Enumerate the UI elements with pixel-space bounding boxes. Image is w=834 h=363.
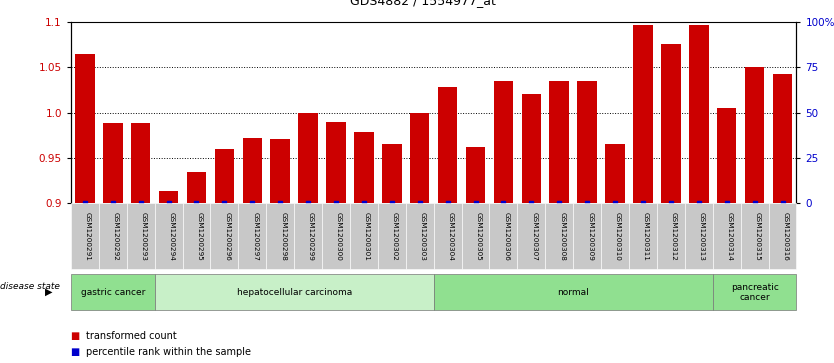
Text: hepatocellular carcinoma: hepatocellular carcinoma xyxy=(237,288,352,297)
Bar xyxy=(410,113,430,203)
Bar xyxy=(633,25,653,203)
Text: ■: ■ xyxy=(71,347,83,357)
Text: gastric cancer: gastric cancer xyxy=(81,288,145,297)
Text: GSM1200309: GSM1200309 xyxy=(587,212,593,260)
Text: GSM1200315: GSM1200315 xyxy=(755,212,761,260)
Bar xyxy=(158,191,178,203)
Text: GSM1200296: GSM1200296 xyxy=(224,212,230,260)
Text: GSM1200292: GSM1200292 xyxy=(113,212,118,260)
Bar xyxy=(103,123,123,203)
Bar xyxy=(689,25,709,203)
Text: GSM1200313: GSM1200313 xyxy=(699,212,705,260)
Text: GDS4882 / 1554977_at: GDS4882 / 1554977_at xyxy=(350,0,496,7)
Text: normal: normal xyxy=(557,288,589,297)
Bar xyxy=(605,144,625,203)
Text: GSM1200310: GSM1200310 xyxy=(615,212,621,260)
Text: GSM1200307: GSM1200307 xyxy=(531,212,537,260)
Text: GSM1200293: GSM1200293 xyxy=(141,212,147,260)
Text: GSM1200314: GSM1200314 xyxy=(726,212,733,260)
Text: pancreatic
cancer: pancreatic cancer xyxy=(731,282,779,302)
Bar xyxy=(745,67,765,203)
Bar xyxy=(131,123,150,203)
Text: GSM1200311: GSM1200311 xyxy=(643,212,649,260)
Bar xyxy=(326,122,346,203)
Bar xyxy=(465,147,485,203)
Text: GSM1200301: GSM1200301 xyxy=(364,212,370,260)
Text: GSM1200297: GSM1200297 xyxy=(252,212,259,260)
Text: GSM1200303: GSM1200303 xyxy=(420,212,425,260)
Bar xyxy=(550,81,569,203)
Text: ■: ■ xyxy=(71,331,83,341)
Text: disease state: disease state xyxy=(0,282,60,291)
Bar xyxy=(438,87,457,203)
Bar xyxy=(521,94,541,203)
Bar xyxy=(661,44,681,203)
Text: GSM1200304: GSM1200304 xyxy=(448,212,454,260)
Bar xyxy=(75,54,94,203)
Text: GSM1200302: GSM1200302 xyxy=(392,212,398,260)
Bar xyxy=(354,132,374,203)
Text: GSM1200299: GSM1200299 xyxy=(308,212,314,260)
Bar xyxy=(243,138,262,203)
Text: transformed count: transformed count xyxy=(86,331,177,341)
Bar xyxy=(494,81,513,203)
Text: GSM1200298: GSM1200298 xyxy=(280,212,286,260)
Bar xyxy=(577,81,597,203)
Bar xyxy=(270,139,290,203)
Text: GSM1200300: GSM1200300 xyxy=(336,212,342,260)
Text: GSM1200308: GSM1200308 xyxy=(560,212,565,260)
Text: ▶: ▶ xyxy=(45,287,52,297)
Text: GSM1200295: GSM1200295 xyxy=(197,212,203,260)
Text: GSM1200312: GSM1200312 xyxy=(671,212,677,260)
Text: GSM1200316: GSM1200316 xyxy=(782,212,788,260)
Text: GSM1200291: GSM1200291 xyxy=(85,212,91,260)
Text: GSM1200294: GSM1200294 xyxy=(168,212,174,260)
Bar xyxy=(717,108,736,203)
Text: GSM1200306: GSM1200306 xyxy=(504,212,510,260)
Text: percentile rank within the sample: percentile rank within the sample xyxy=(86,347,251,357)
Text: GSM1200305: GSM1200305 xyxy=(475,212,481,260)
Bar xyxy=(773,74,792,203)
Bar xyxy=(299,113,318,203)
Bar xyxy=(214,149,234,203)
Bar xyxy=(187,171,206,203)
Bar xyxy=(382,144,402,203)
